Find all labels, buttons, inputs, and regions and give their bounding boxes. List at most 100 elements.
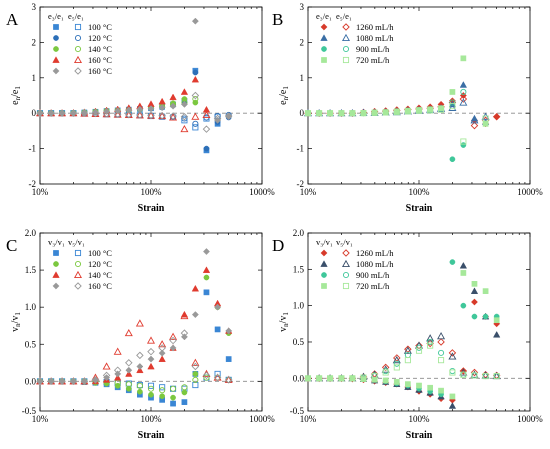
data-point — [305, 110, 311, 117]
data-point — [470, 116, 479, 124]
data-point — [360, 374, 367, 381]
data-point — [202, 266, 211, 273]
data-point — [102, 110, 111, 118]
data-point — [170, 400, 176, 407]
x-tick-label: 100% — [141, 187, 163, 197]
legend-label: 160 °C — [88, 55, 112, 65]
data-point — [448, 103, 457, 111]
legend-marker — [342, 45, 350, 53]
legend-label: 1080 mL/h — [356, 259, 394, 269]
data-point — [125, 110, 133, 119]
data-point — [471, 372, 478, 379]
legend-marker — [52, 282, 60, 290]
data-point — [158, 355, 166, 362]
data-point — [381, 363, 390, 372]
data-point — [448, 402, 457, 409]
data-point — [147, 111, 155, 120]
y-tick-label: -1 — [297, 144, 305, 154]
data-point — [180, 112, 189, 121]
y-axis-label: vn/v1 — [10, 312, 22, 332]
data-point — [192, 381, 199, 389]
data-point — [169, 344, 177, 352]
data-point — [404, 108, 411, 115]
legend-marker — [74, 282, 82, 290]
legend-header: e₅/e₁ — [68, 11, 84, 21]
data-point — [169, 112, 177, 120]
legend-marker — [53, 46, 59, 52]
data-point — [180, 329, 189, 337]
panel-label: A — [6, 10, 19, 29]
x-tick-label: 1000% — [249, 414, 275, 424]
data-point — [415, 341, 423, 350]
data-point — [371, 373, 378, 380]
legend-marker — [342, 249, 350, 257]
data-point — [180, 88, 189, 95]
legend-header: e₃/e₁ — [316, 11, 332, 21]
legend-marker — [320, 23, 328, 31]
data-point — [438, 106, 445, 113]
legend-label: 140 °C — [88, 270, 112, 280]
y-tick-label: 1 — [300, 73, 305, 83]
legend-label: 160 °C — [88, 281, 112, 291]
data-point — [382, 369, 389, 376]
data-point — [91, 109, 100, 118]
data-point — [148, 391, 154, 398]
data-point — [58, 377, 66, 386]
y-tick-label: 2.0 — [293, 228, 305, 238]
x-axis-label: Strain — [138, 203, 165, 214]
data-point — [460, 55, 467, 62]
data-point — [125, 359, 133, 367]
data-point — [449, 99, 456, 106]
data-point — [427, 338, 434, 346]
data-point — [437, 338, 445, 346]
legend-marker — [53, 250, 59, 256]
legend-header: v₃/v₁ — [316, 237, 333, 247]
y-tick-label: 0 — [32, 108, 37, 118]
x-tick-label: 100% — [409, 187, 431, 197]
data-point — [169, 336, 177, 345]
data-point — [460, 270, 467, 276]
data-point — [80, 109, 88, 116]
data-point — [136, 111, 144, 119]
legend-label: 1080 mL/h — [356, 33, 394, 43]
data-point — [224, 112, 233, 120]
data-point — [36, 109, 44, 117]
data-point — [169, 102, 177, 110]
x-tick-label: 1000% — [249, 187, 275, 197]
data-point — [180, 311, 189, 320]
data-point — [192, 124, 199, 131]
data-point — [470, 121, 479, 130]
data-point — [493, 113, 501, 121]
y-tick-label: 0.5 — [293, 337, 305, 347]
data-point — [470, 298, 478, 306]
y-tick-label: 1.5 — [293, 264, 305, 274]
legend-label: 900 mL/h — [356, 44, 390, 54]
data-point — [327, 375, 334, 382]
legend-marker — [320, 34, 328, 41]
data-point — [382, 109, 389, 116]
data-point — [224, 376, 233, 384]
plot-frame — [307, 6, 531, 185]
data-point — [125, 106, 133, 114]
legend-marker — [341, 33, 351, 42]
data-point — [192, 69, 199, 76]
data-point — [136, 382, 143, 389]
data-point — [327, 375, 333, 382]
legend-marker — [73, 270, 83, 279]
y-tick-label: 2 — [32, 37, 37, 47]
data-point — [125, 366, 133, 374]
data-point — [147, 385, 155, 392]
data-point — [382, 377, 389, 384]
data-point — [191, 91, 200, 100]
data-point — [460, 302, 467, 309]
data-point — [181, 399, 188, 405]
data-point — [158, 344, 166, 352]
y-tick-label: 1.5 — [25, 265, 37, 275]
data-point — [191, 75, 200, 83]
panel-C: 10% 100% 1000% -0.5 0.0 0.5 1.0 1.5 2.0 Strain vn/… — [6, 228, 275, 441]
data-point — [124, 328, 133, 337]
legend-marker — [74, 34, 82, 42]
data-point — [338, 110, 345, 117]
x-axis-label: Strain — [406, 203, 433, 214]
y-tick-label: 2.0 — [25, 228, 37, 238]
